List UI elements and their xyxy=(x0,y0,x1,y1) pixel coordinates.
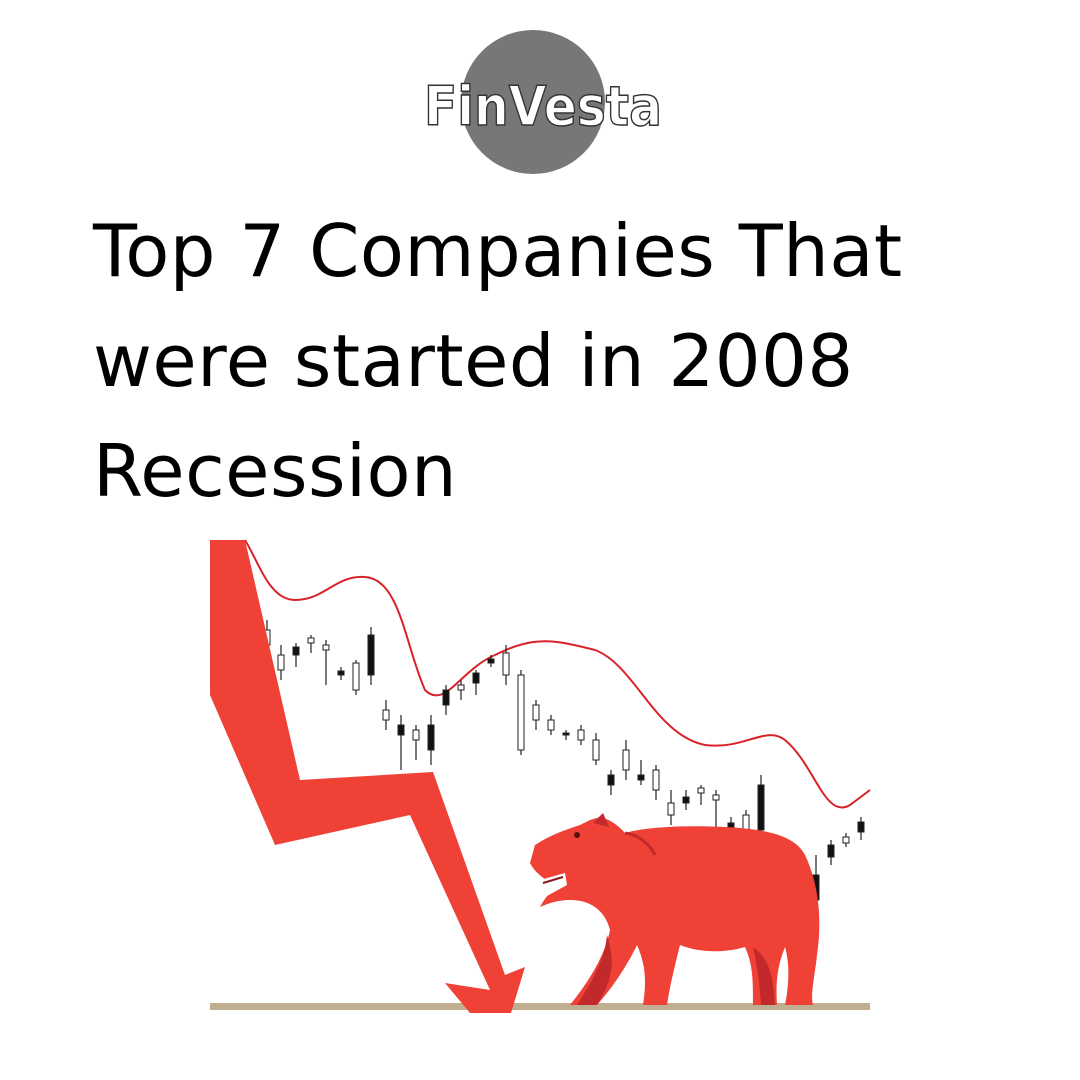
candle-body xyxy=(307,637,315,644)
bear xyxy=(530,813,820,1005)
candle-body xyxy=(382,709,390,721)
logo-graphic: FinVesta xyxy=(423,30,663,174)
candle-body xyxy=(487,658,495,664)
candle-body xyxy=(337,670,345,676)
logo-text: FinVesta xyxy=(424,75,662,138)
bear-front-leg-shade xyxy=(577,935,612,1005)
bear-back-leg-shade xyxy=(753,947,775,1005)
bear-eye xyxy=(574,832,580,838)
title-line-3: Recession xyxy=(93,429,458,513)
candle-body xyxy=(322,644,330,651)
candle-body xyxy=(547,719,555,731)
candle-body xyxy=(397,724,405,736)
finvesta-logo: FinVesta xyxy=(420,25,670,180)
title-line-1: Top 7 Companies That xyxy=(93,209,903,293)
page-title: Top 7 Companies That were started in 200… xyxy=(93,196,1023,526)
candle-body xyxy=(682,796,690,804)
candle-body xyxy=(502,652,510,676)
candle-body xyxy=(412,729,420,741)
bear-body xyxy=(530,817,820,1005)
bear-market-illustration xyxy=(205,535,875,1015)
candle-body xyxy=(637,774,645,781)
candle-body xyxy=(742,814,750,831)
bear-market-graphic xyxy=(210,539,871,1013)
bear-ear xyxy=(593,813,609,827)
candle-body xyxy=(667,802,675,816)
trend-curve xyxy=(244,539,871,809)
logo-circle xyxy=(461,30,605,174)
candle-body xyxy=(592,739,600,761)
candle-body xyxy=(532,704,540,721)
candle-body xyxy=(697,787,705,794)
candle-body xyxy=(427,724,435,751)
candle-body xyxy=(517,674,525,751)
candle-body xyxy=(277,654,285,671)
candle-body xyxy=(442,689,450,706)
candle-body xyxy=(472,672,480,684)
bear-teeth xyxy=(542,876,564,884)
title-line-2: were started in 2008 xyxy=(93,319,854,403)
bear-mouth xyxy=(540,873,567,897)
candle-body xyxy=(712,794,720,801)
candle-body xyxy=(457,684,465,691)
candle-body xyxy=(292,646,300,656)
candle-body xyxy=(622,749,630,771)
candle-body xyxy=(757,784,765,831)
candle-body xyxy=(827,844,835,858)
candle-body xyxy=(857,821,865,833)
candle-body xyxy=(842,836,850,844)
candle-body xyxy=(367,634,375,676)
candlestick-chart xyxy=(263,620,865,905)
candle-body xyxy=(577,729,585,741)
candle-body xyxy=(352,662,360,691)
falling-arrow xyxy=(210,540,525,1013)
ground-line xyxy=(210,1003,870,1010)
bear-shoulder xyxy=(624,831,657,856)
candle-body xyxy=(652,769,660,791)
candle-body xyxy=(562,732,570,736)
candle-body xyxy=(607,774,615,786)
